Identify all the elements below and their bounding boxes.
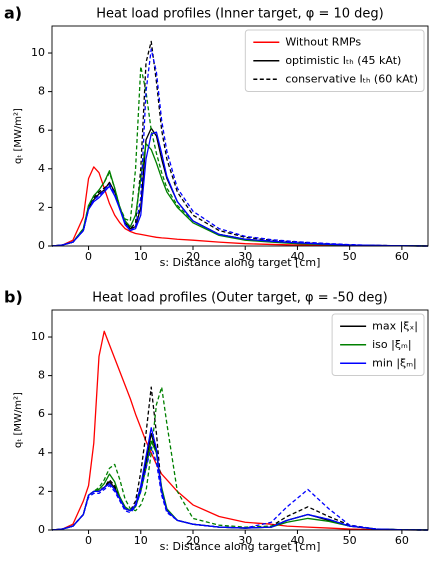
y-tick-label: 10 <box>31 46 45 59</box>
legend-frame <box>244 29 425 92</box>
curve <box>51 166 429 247</box>
x-tick-label: 40 <box>290 534 304 547</box>
x-tick-label: 30 <box>238 534 252 547</box>
x-tick-label: 50 <box>343 250 357 263</box>
y-tick-label: 8 <box>38 85 45 98</box>
curve <box>51 65 429 247</box>
y-tick-label: 8 <box>38 369 45 382</box>
legend-frame <box>331 313 425 376</box>
x-tick-label: 30 <box>238 250 252 263</box>
x-tick-label: 50 <box>343 534 357 547</box>
curve <box>51 40 429 247</box>
y-tick-label: 4 <box>38 162 45 175</box>
x-tick-label: 40 <box>290 250 304 263</box>
legend-label: iso |ξₘ| <box>372 338 411 351</box>
axes-frame <box>51 25 429 247</box>
y-axis-label: qₜ [MW/m²] <box>13 108 24 164</box>
curve <box>51 386 429 531</box>
x-tick-label: 60 <box>395 250 409 263</box>
y-tick-label: 4 <box>38 446 45 459</box>
axes-frame <box>51 309 429 531</box>
y-axis-label: qₜ [MW/m²] <box>13 392 24 448</box>
x-axis-label: s: Distance along target [cm] <box>160 540 321 553</box>
y-tick-label: 10 <box>31 330 45 343</box>
chart-title: Heat load profiles (Outer target, φ = -5… <box>92 291 387 306</box>
legend-label: min |ξₘ| <box>372 356 417 369</box>
curve <box>51 446 429 531</box>
x-tick-label: 0 <box>85 250 92 263</box>
legend: max |ξₓ| iso |ξₘ| min |ξₘ| <box>331 313 425 376</box>
x-tick-label: 10 <box>134 250 148 263</box>
panel-label: b) <box>4 288 23 307</box>
y-tick-label: 0 <box>38 523 45 536</box>
x-tick-label: 0 <box>85 534 92 547</box>
x-tick-label: 60 <box>395 534 409 547</box>
y-tick-label: 6 <box>38 407 45 420</box>
legend: Without RMPs optimistic Iₜₕ (45 kAt) conse… <box>244 29 425 92</box>
y-tick-label: 2 <box>38 484 45 497</box>
x-axis-label: s: Distance along target [cm] <box>160 256 321 269</box>
y-tick-label: 0 <box>38 239 45 252</box>
y-tick-label: 6 <box>38 123 45 136</box>
x-tick-label: 20 <box>186 534 200 547</box>
curve <box>51 386 429 531</box>
chart-title: Heat load profiles (Inner target, φ = 10… <box>96 7 384 22</box>
legend-label: conservative Iₜₕ (60 kAt) <box>285 72 418 85</box>
panel-label: a) <box>4 4 22 23</box>
legend-label: max |ξₓ| <box>372 319 418 332</box>
y-tick-label: 2 <box>38 200 45 213</box>
curve <box>51 143 429 247</box>
curve <box>51 427 429 531</box>
x-tick-label: 10 <box>134 534 148 547</box>
curve <box>51 131 429 247</box>
legend-label: Without RMPs <box>285 35 361 48</box>
legend-label: optimistic Iₜₕ (45 kAt) <box>285 54 401 67</box>
x-tick-label: 20 <box>186 250 200 263</box>
